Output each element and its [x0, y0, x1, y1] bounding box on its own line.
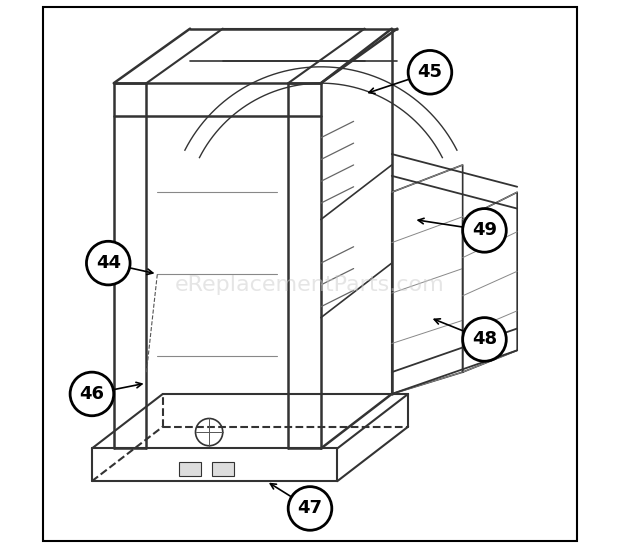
Text: 46: 46 [79, 385, 104, 403]
Text: 44: 44 [95, 254, 121, 272]
Circle shape [86, 241, 130, 285]
Text: eReplacementParts.com: eReplacementParts.com [175, 275, 445, 295]
Text: 49: 49 [472, 221, 497, 239]
Text: 48: 48 [472, 330, 497, 349]
Text: 45: 45 [417, 63, 443, 81]
FancyBboxPatch shape [212, 462, 234, 476]
Circle shape [408, 50, 452, 94]
Circle shape [463, 318, 507, 361]
FancyBboxPatch shape [179, 462, 201, 476]
Text: 47: 47 [298, 499, 322, 517]
Circle shape [463, 209, 507, 252]
Circle shape [70, 372, 113, 416]
Circle shape [288, 487, 332, 530]
